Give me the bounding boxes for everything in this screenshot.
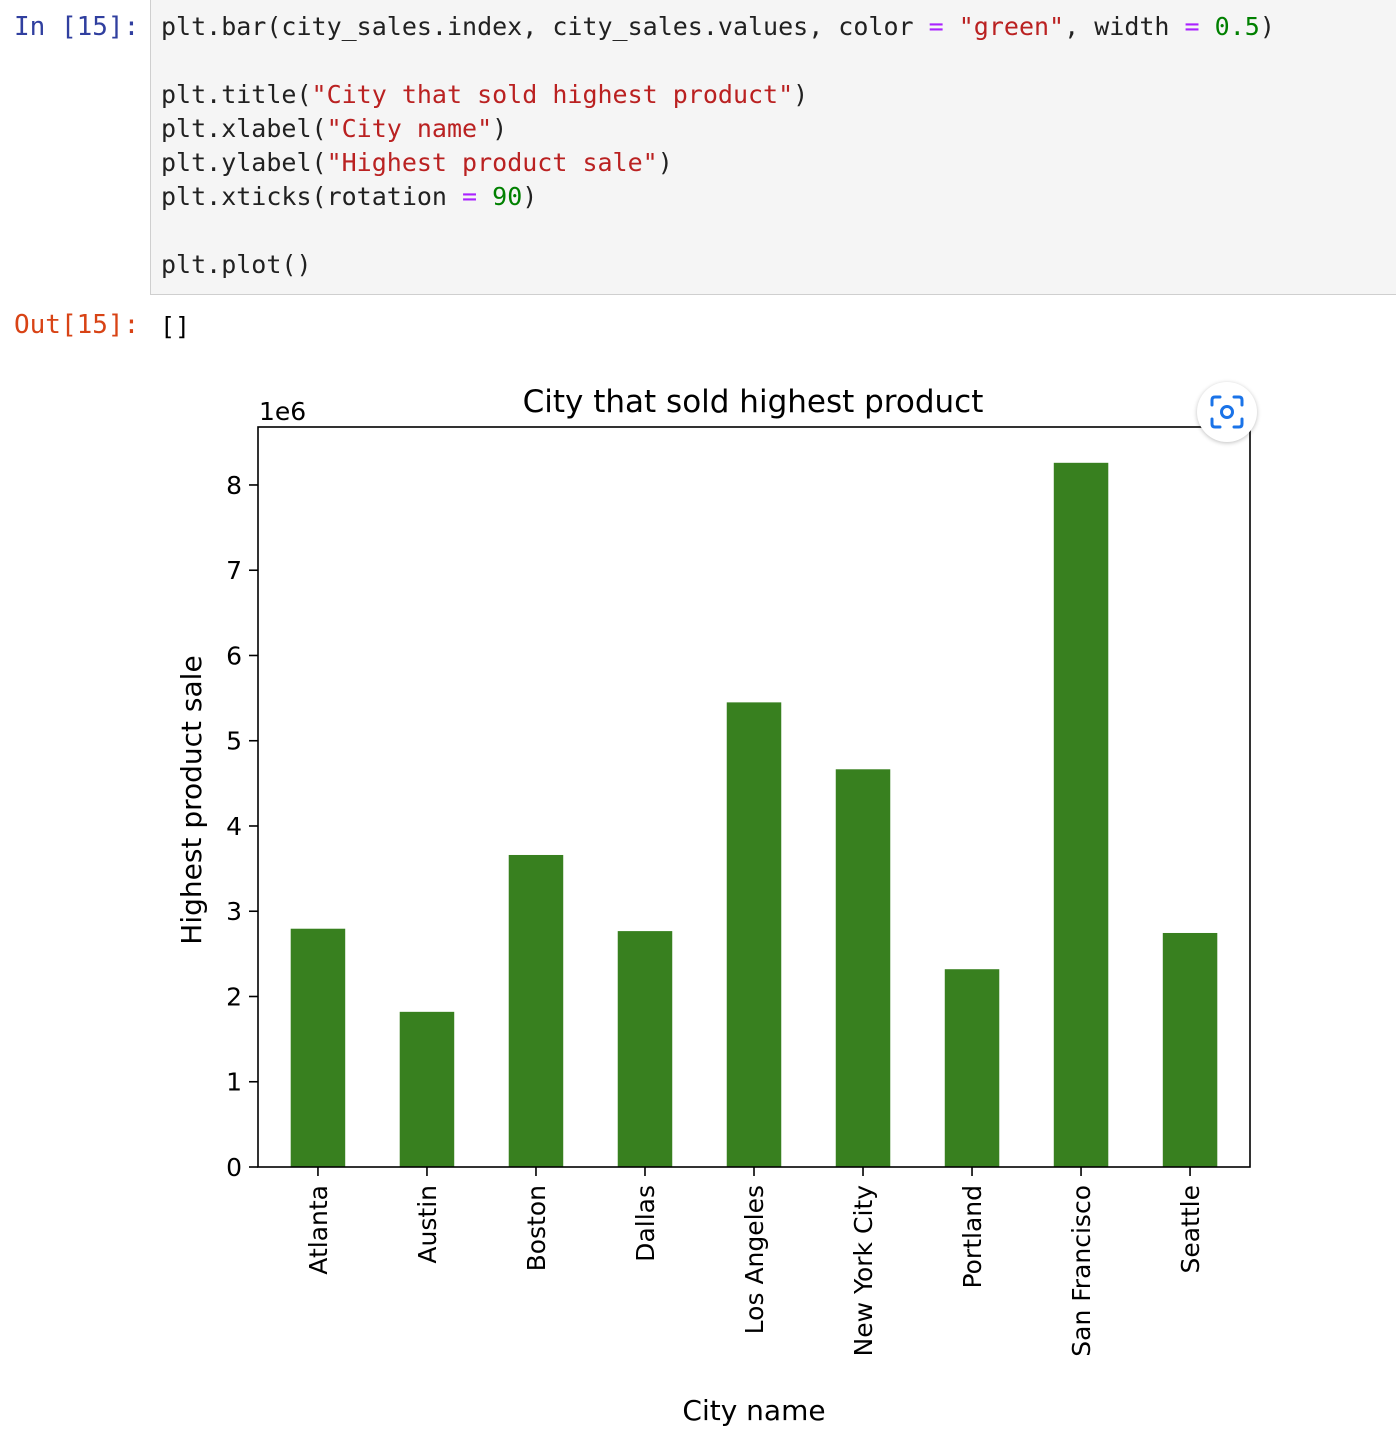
code-cell[interactable]: plt.bar(city_sales.index, city_sales.val… <box>150 0 1396 295</box>
output-prompt: Out[15]: <box>14 310 140 340</box>
code-line-4: plt.xlabel("City name") <box>161 114 507 143</box>
bar-new-york-city <box>835 769 891 1167</box>
code-line-5: plt.ylabel("Highest product sale") <box>161 148 673 177</box>
code-token: ) <box>793 80 809 109</box>
x-tick-label: Los Angeles <box>740 1185 769 1334</box>
code-operator: = <box>1184 12 1200 41</box>
y-tick-label: 8 <box>226 471 242 500</box>
y-tick-label: 0 <box>226 1153 242 1182</box>
y-tick-label: 2 <box>226 982 242 1011</box>
y-tick-label: 6 <box>226 641 242 670</box>
code-token: plt.xlabel( <box>161 114 327 143</box>
y-tick-label: 5 <box>226 727 242 756</box>
code-number: 0.5 <box>1214 12 1260 41</box>
code-line-6: plt.xticks(rotation = 90) <box>161 182 537 211</box>
bars-layer <box>290 462 1218 1167</box>
x-tick-label: Portland <box>958 1185 987 1289</box>
code-token: plt.plot() <box>161 250 312 279</box>
code-token: , width <box>1064 12 1185 41</box>
code-token: plt.bar(city_sales.index, city_sales.val… <box>161 12 929 41</box>
output-text: [] <box>160 312 191 341</box>
bar-austin <box>399 1011 455 1167</box>
x-tick-label: Atlanta <box>304 1185 333 1275</box>
code-string: "green" <box>958 12 1065 41</box>
code-token: ) <box>1259 12 1275 41</box>
bar-los-angeles <box>726 702 782 1167</box>
axis-offset-label: 1e6 <box>259 397 306 426</box>
code-token <box>944 12 959 41</box>
code-token: plt.ylabel( <box>161 148 327 177</box>
code-string: "City that sold highest product" <box>311 80 794 109</box>
bar-boston <box>508 854 564 1167</box>
code-line-3: plt.title("City that sold highest produc… <box>161 80 808 109</box>
screenshot-button[interactable] <box>1197 382 1257 442</box>
code-string: "City name" <box>326 114 493 143</box>
chart-title: City that sold highest product <box>523 384 984 420</box>
bar-dallas <box>617 931 673 1167</box>
code-token: plt.xticks(rotation <box>161 182 463 211</box>
x-tick-label: San Francisco <box>1067 1185 1096 1357</box>
y-axis-label: Highest product sale <box>175 655 208 944</box>
bar-chart: 0 1 2 3 4 5 6 7 8 Atlanta Austin Boston Dallas Los A… <box>175 384 1251 1427</box>
camera-capture-icon <box>1210 395 1244 429</box>
code-operator: = <box>462 182 478 211</box>
code-token: ) <box>657 148 673 177</box>
x-tick-label: Seattle <box>1176 1185 1205 1274</box>
x-tick-label: Boston <box>522 1185 551 1271</box>
bar-portland <box>944 969 1000 1167</box>
y-tick-label: 4 <box>226 812 242 841</box>
x-tick-label: Dallas <box>631 1185 660 1262</box>
code-token <box>1200 12 1215 41</box>
code-number: 90 <box>492 182 523 211</box>
code-line-8: plt.plot() <box>161 250 312 279</box>
x-tick-label: Austin <box>413 1185 442 1264</box>
code-token <box>477 182 492 211</box>
bar-san-francisco <box>1053 462 1109 1167</box>
input-prompt: In [15]: <box>14 12 140 42</box>
x-axis-label: City name <box>682 1394 825 1427</box>
x-axis: Atlanta Austin Boston Dallas Los Angeles New … <box>304 1167 1205 1357</box>
x-tick-label: New York City <box>849 1185 878 1357</box>
y-tick-label: 3 <box>226 897 242 926</box>
code-token: ) <box>522 182 538 211</box>
code-line-1: plt.bar(city_sales.index, city_sales.val… <box>161 12 1275 41</box>
code-operator: = <box>928 12 944 41</box>
bar-atlanta <box>290 928 346 1167</box>
y-tick-label: 7 <box>226 556 242 585</box>
code-token: plt.title( <box>161 80 312 109</box>
code-token: ) <box>492 114 508 143</box>
bar-seattle <box>1162 932 1218 1167</box>
y-tick-label: 1 <box>226 1068 242 1097</box>
code-string: "Highest product sale" <box>326 148 658 177</box>
y-axis: 0 1 2 3 4 5 6 7 8 <box>226 471 258 1182</box>
